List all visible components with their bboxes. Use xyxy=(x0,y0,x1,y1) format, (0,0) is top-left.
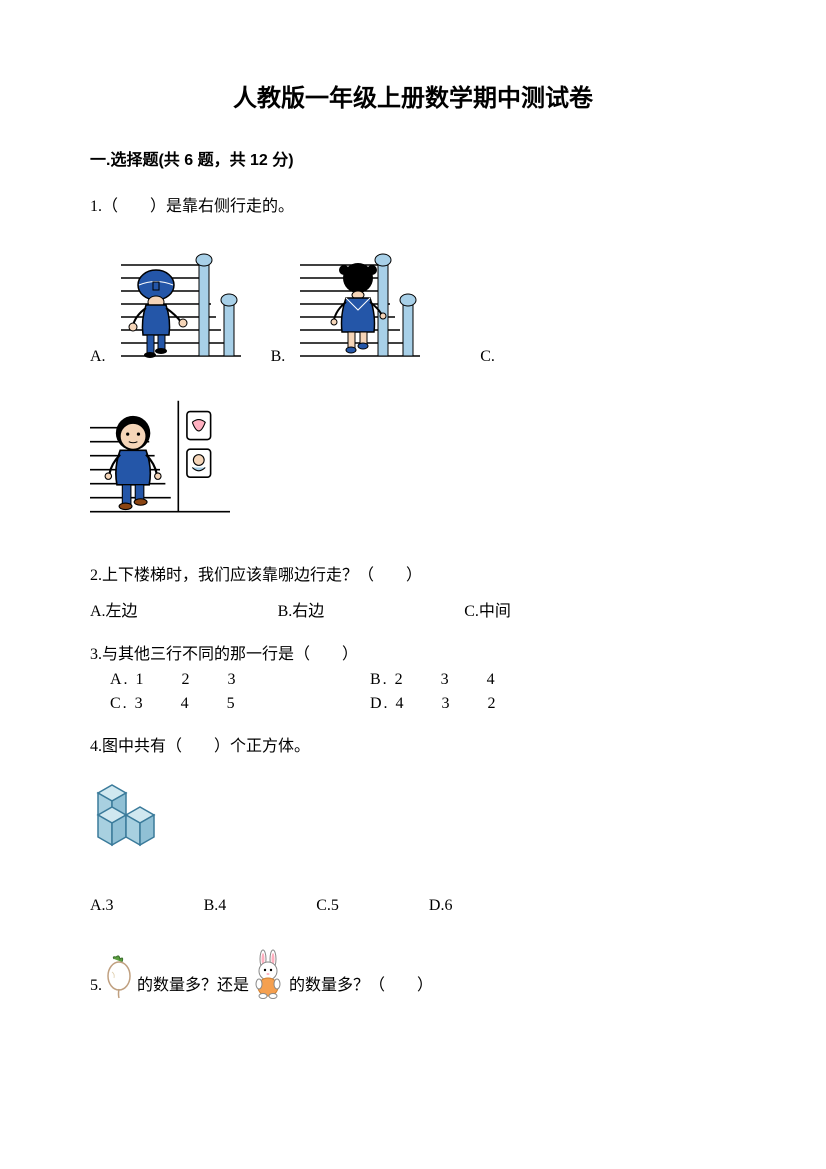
q1-option-a: A. xyxy=(90,240,241,370)
question-4: 4.图中共有（ ）个正方体。 A.3 B.4 C.5 D.6 xyxy=(90,734,736,919)
question-2: 2.上下楼梯时，我们应该靠哪边行走？（ ） A.左边 B.右边 C.中间 xyxy=(90,563,736,624)
q5-prefix: 5. xyxy=(90,973,102,999)
section-header: 一.选择题(共 6 题，共 12 分) xyxy=(90,148,736,174)
question-3: 3.与其他三行不同的那一行是（ ） A. 1 2 3 B. 2 3 4 C. 3… xyxy=(90,642,736,716)
q1-options-row1: A. xyxy=(90,240,736,370)
q3-rows: A. 1 2 3 B. 2 3 4 C. 3 4 5 D. 4 3 2 xyxy=(110,668,736,716)
q4-options: A.3 B.4 C.5 D.6 xyxy=(90,893,736,919)
q4-text: 4.图中共有（ ）个正方体。 xyxy=(90,734,736,760)
q1-label-a: A. xyxy=(90,344,106,370)
q3-text: 3.与其他三行不同的那一行是（ ） xyxy=(90,642,736,668)
q2-text: 2.上下楼梯时，我们应该靠哪边行走？（ ） xyxy=(90,563,736,589)
q1-text: 1.（ ）是靠右侧行走的。 xyxy=(90,194,736,220)
q4-option-b: B.4 xyxy=(204,893,227,919)
q1-label-b: B. xyxy=(271,344,286,370)
q1-option-b: B. xyxy=(271,240,421,370)
question-1: 1.（ ）是靠右侧行走的。 A. xyxy=(90,194,736,538)
q3-row-c: C. 3 4 5 xyxy=(110,692,370,716)
q3-row-b: B. 2 3 4 xyxy=(370,668,497,692)
q2-option-b: B.右边 xyxy=(278,599,325,625)
q1-options-row2 xyxy=(90,390,736,539)
radish-icon xyxy=(102,954,137,999)
q1-label-c: C. xyxy=(480,344,495,370)
q2-option-c: C.中间 xyxy=(464,599,511,625)
stairs-girl-icon xyxy=(290,240,420,370)
q3-row-d: D. 4 3 2 xyxy=(370,692,498,716)
question-5: 5. 的数量多？还是 的数量多？（ ） xyxy=(90,949,736,999)
q2-options: A.左边 B.右边 C.中间 xyxy=(90,599,736,625)
q2-option-a: A.左边 xyxy=(90,599,138,625)
cubes-icon xyxy=(90,775,160,855)
rabbit-icon xyxy=(249,949,289,999)
q4-option-d: D.6 xyxy=(429,893,453,919)
q5-mid1: 的数量多？还是 xyxy=(137,973,249,999)
q4-option-a: A.3 xyxy=(90,893,114,919)
page-title: 人教版一年级上册数学期中测试卷 xyxy=(90,80,736,118)
stairs-child-down-icon xyxy=(90,390,230,530)
q4-option-c: C.5 xyxy=(316,893,339,919)
stairs-boy-icon xyxy=(111,240,241,370)
q3-row-a: A. 1 2 3 xyxy=(110,668,370,692)
q5-mid2: 的数量多？（ ） xyxy=(289,973,433,999)
